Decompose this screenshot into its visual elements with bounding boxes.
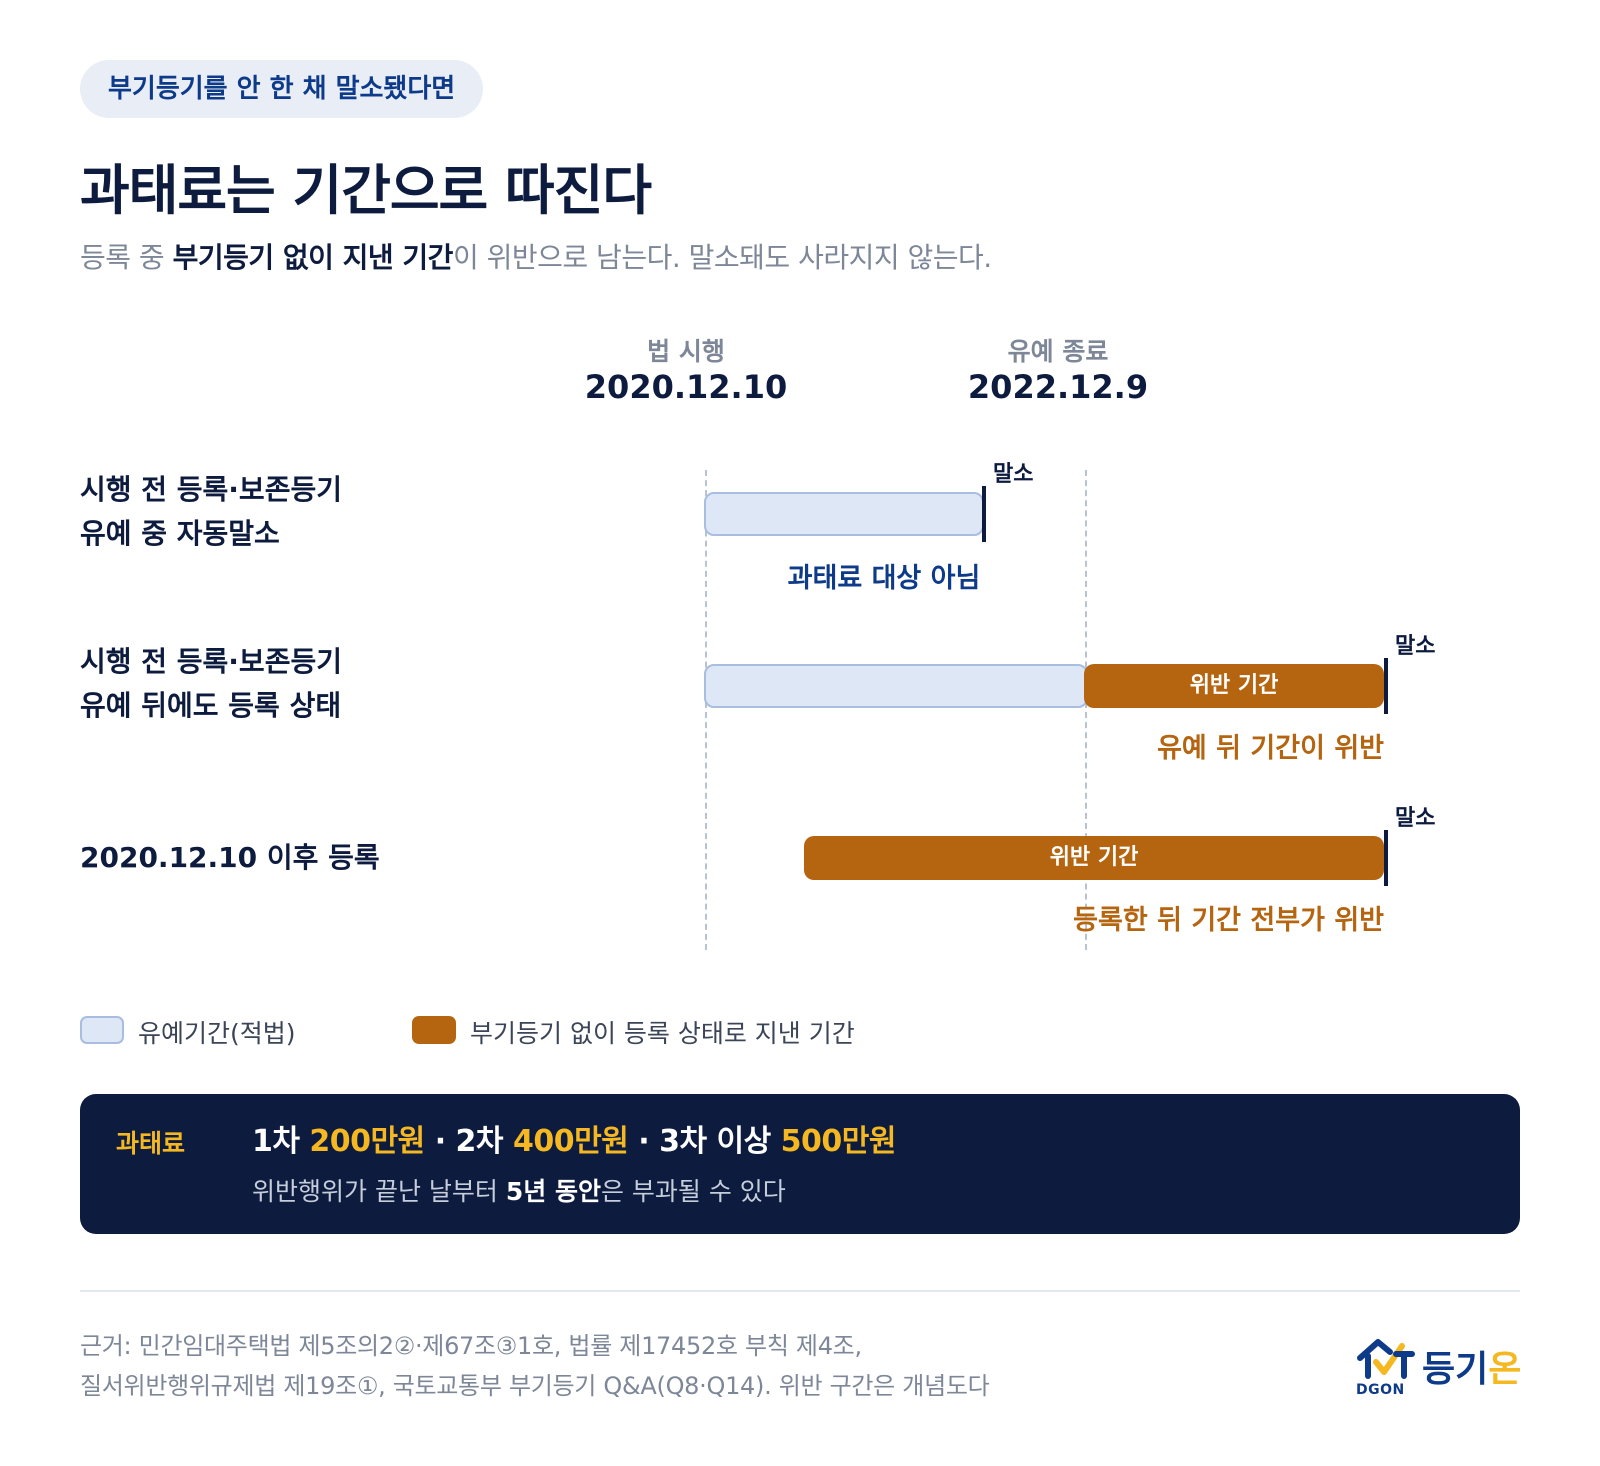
page-subtitle: 등록 중 부기등기 없이 지낸 기간이 위반으로 남는다. 말소돼도 사라지지 …	[80, 236, 992, 276]
row2-grace-bar	[704, 664, 1088, 708]
row2-label: 시행 전 등록·보존등기 유예 뒤에도 등록 상태	[80, 640, 342, 728]
page-title: 과태료는 기간으로 따진다	[80, 159, 652, 222]
fine-amount-1: 200만원	[309, 1124, 425, 1159]
logo-text-on: 온	[1488, 1349, 1522, 1390]
source-line-2: 질서위반행위규제법 제19조①, 국토교통부 부기등기 Q&A(Q8·Q14).…	[80, 1372, 990, 1400]
house-check-icon	[1357, 1339, 1415, 1379]
subtitle-pre: 등록 중	[80, 241, 173, 274]
legend-violation-swatch	[412, 1016, 456, 1044]
footer-divider	[80, 1290, 1520, 1292]
header-pill: 부기등기를 안 한 채 말소됐다면	[80, 60, 484, 118]
logo-text-main: 등기	[1422, 1349, 1489, 1390]
legend-grace-swatch	[80, 1016, 124, 1044]
row1-label-line2: 유예 중 자동말소	[80, 517, 280, 550]
row3-end-cap	[1384, 830, 1388, 886]
row3-violation-bar: 위반 기간	[804, 836, 1384, 880]
fine-amounts: 1차 200만원 · 2차 400만원 · 3차 이상 500만원	[252, 1116, 896, 1160]
fine-t3: · 3차 이상	[628, 1124, 781, 1159]
fine-t1: 1차	[252, 1124, 310, 1159]
fine-amount-3: 500만원	[780, 1124, 897, 1159]
row1-grace-bar	[704, 492, 984, 536]
row1-end-cap	[982, 486, 986, 542]
row1-label-line1: 시행 전 등록·보존등기	[80, 473, 342, 506]
row2-end-label: 말소	[1395, 634, 1436, 659]
row1-label: 시행 전 등록·보존등기 유예 중 자동말소	[80, 468, 342, 556]
marker-date-enforcement: 2020.12.10	[584, 368, 788, 406]
row2-violation-bar: 위반 기간	[1084, 664, 1384, 708]
row2-end-cap	[1384, 658, 1388, 714]
dgon-logo: 등기온 DGON	[1356, 1336, 1526, 1406]
marker-label-enforcement: 법 시행	[647, 337, 725, 366]
fine-amount-2: 400만원	[512, 1124, 629, 1159]
subtitle-post: 이 위반으로 남는다. 말소돼도 사라지지 않는다.	[452, 241, 992, 274]
marker-label-grace-end: 유예 종료	[1007, 337, 1109, 366]
legend-violation-label: 부기등기 없이 등록 상태로 지낸 기간	[470, 1019, 855, 1048]
fine-tag: 과태료	[116, 1129, 186, 1158]
fine-t2: · 2차	[424, 1124, 513, 1159]
row2-note: 유예 뒤 기간이 위반	[1157, 733, 1384, 764]
row3-label: 2020.12.10 이후 등록	[80, 841, 380, 874]
source-line-1: 근거: 민간임대주택법 제5조의2②·제67조③1호, 법률 제17452호 부…	[80, 1332, 862, 1360]
row3-note: 등록한 뒤 기간 전부가 위반	[1073, 905, 1384, 936]
row3-end-label: 말소	[1395, 806, 1436, 831]
row1-note: 과태료 대상 아님	[787, 563, 981, 594]
legend-grace-label: 유예기간(적법)	[138, 1019, 296, 1048]
fine-sub-pre: 위반행위가 끝난 날부터	[252, 1177, 506, 1206]
row2-label-line2: 유예 뒤에도 등록 상태	[80, 689, 342, 722]
enforcement-dashed-line	[705, 470, 707, 950]
fine-panel: 과태료 1차 200만원 · 2차 400만원 · 3차 이상 500만원 위반…	[80, 1094, 1520, 1234]
marker-date-grace-end: 2022.12.9	[967, 368, 1149, 406]
grace-end-dashed-line	[1085, 470, 1087, 950]
fine-sub-bold: 5년 동안	[505, 1177, 601, 1206]
logo-sub: DGON	[1356, 1382, 1405, 1398]
logo-wordmark: 등기온	[1422, 1340, 1521, 1392]
fine-subtext: 위반행위가 끝난 날부터 5년 동안은 부과될 수 있다	[252, 1172, 786, 1208]
row2-label-line1: 시행 전 등록·보존등기	[80, 645, 342, 678]
subtitle-bold: 부기등기 없이 지낸 기간	[172, 241, 454, 274]
row1-end-label: 말소	[993, 462, 1034, 487]
fine-sub-post: 은 부과될 수 있다	[600, 1177, 786, 1206]
